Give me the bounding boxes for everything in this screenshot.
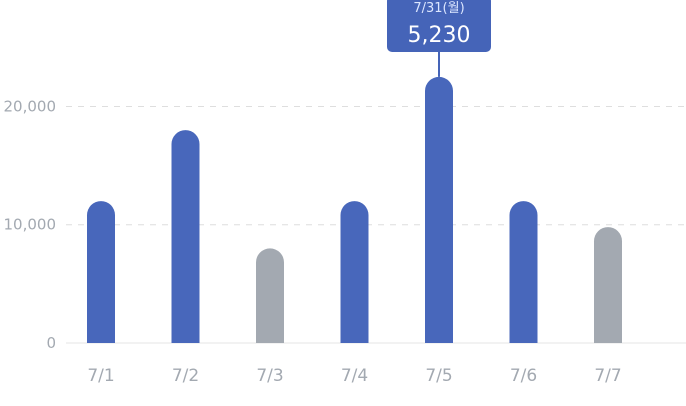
x-tick-label: 7/7 [594, 366, 621, 386]
x-axis-ticks: 7/1 7/2 7/3 7/4 7/5 7/6 7/7 [87, 366, 621, 386]
y-tick-label: 0 [46, 334, 56, 352]
bar-7-4[interactable] [340, 201, 369, 343]
x-tick-label: 7/6 [510, 366, 537, 386]
tooltip-date: 7/31(월) [413, 1, 464, 16]
bar-7-5[interactable] [425, 76, 453, 343]
bar-7-2[interactable] [171, 130, 200, 343]
tooltip-box [387, 0, 491, 52]
grid-layer [66, 105, 686, 344]
y-tick-label: 20,000 [4, 97, 57, 115]
bars [87, 76, 622, 343]
x-tick-label: 7/2 [172, 366, 199, 386]
bar-7-7[interactable] [594, 227, 622, 343]
x-tick-label: 7/4 [341, 366, 368, 386]
x-tick-label: 7/1 [87, 366, 114, 386]
tooltip: 7/31(월) 5,230 [387, 0, 491, 77]
y-tick-label: 10,000 [4, 216, 57, 234]
tooltip-value: 5,230 [408, 23, 471, 48]
y-axis-ticks: 0 10,000 20,000 [4, 97, 57, 352]
bar-7-3[interactable] [256, 248, 284, 343]
bar-7-1[interactable] [87, 201, 115, 343]
x-tick-label: 7/5 [425, 366, 452, 386]
x-tick-label: 7/3 [256, 366, 283, 386]
bar-7-6[interactable] [509, 201, 538, 343]
